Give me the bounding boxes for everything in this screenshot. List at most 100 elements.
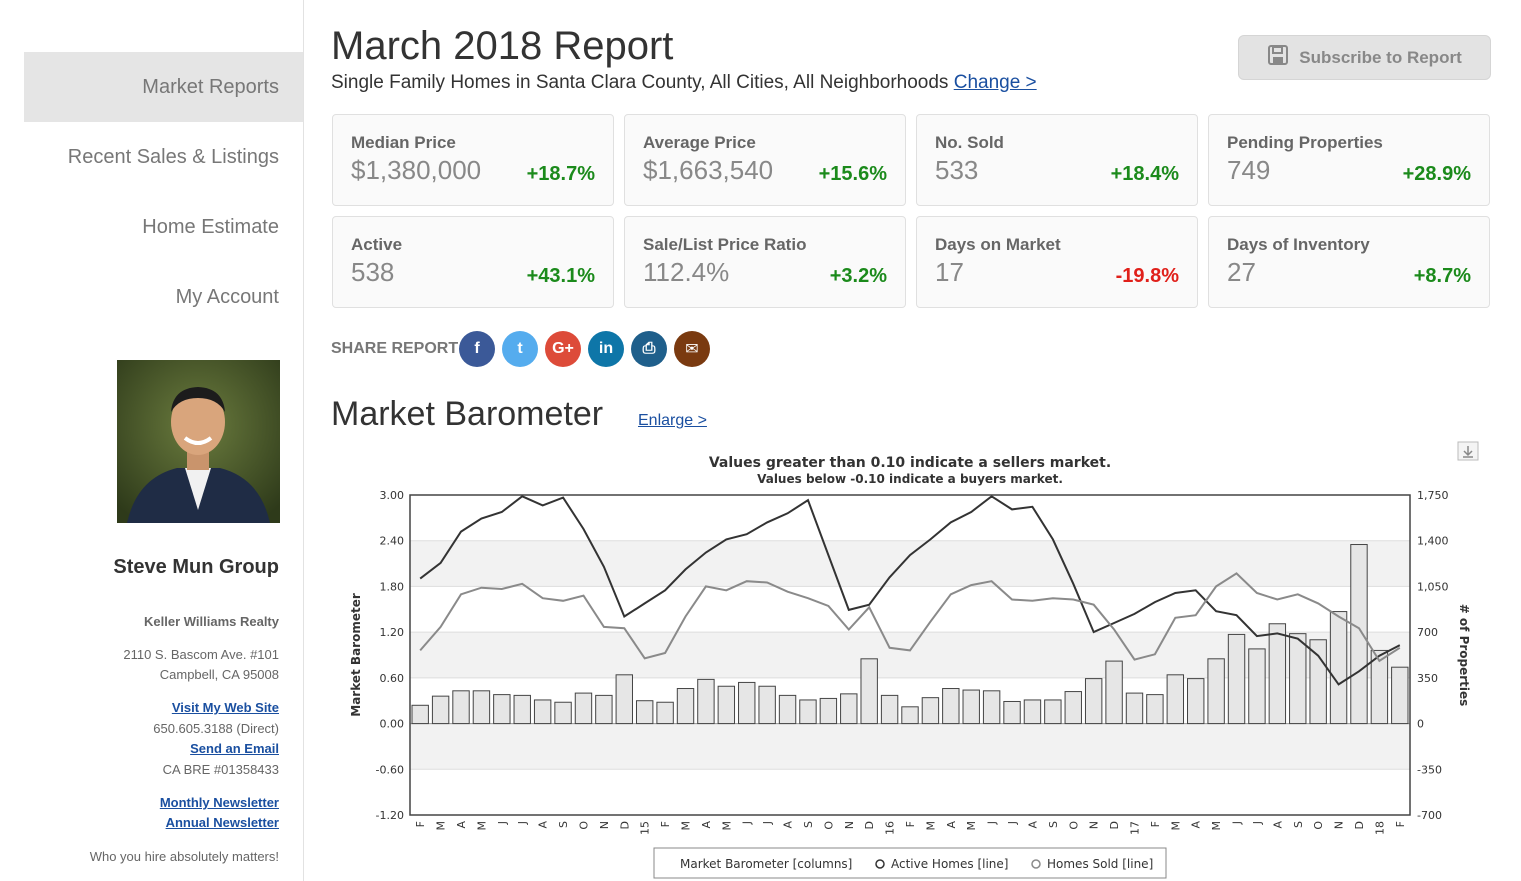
legend-box [653, 847, 1167, 879]
website-link[interactable]: Visit My Web Site [171, 700, 279, 715]
subscribe-label: Subscribe to Report [1299, 47, 1462, 67]
x-tick-label: J [496, 821, 509, 825]
bar [880, 694, 899, 725]
bar [595, 694, 613, 725]
linkedin-share-icon[interactable]: in [588, 331, 624, 367]
bar [1227, 633, 1246, 725]
x-tick-label: F [904, 821, 917, 827]
subscribe-button[interactable]: Subscribe to Report [1238, 35, 1491, 80]
print-share-icon[interactable]: ⎙ [631, 331, 667, 367]
x-tick-label: J [516, 821, 529, 825]
nav-home-estimate[interactable]: Home Estimate [142, 216, 279, 238]
annual-newsletter-link[interactable]: Annual Newsletter [165, 815, 279, 830]
stat-change: +8.7% [1413, 265, 1471, 287]
bar [738, 681, 756, 725]
legend-item-sold: Homes Sold [line] [1047, 857, 1153, 871]
google-plus-share-icon[interactable]: G+ [545, 331, 581, 367]
y2-axis-title: # of Properties [1457, 604, 1471, 707]
y-tick-label: 1.20 [380, 626, 405, 639]
sidebar: Market Reports Recent Sales & Listings H… [0, 0, 304, 881]
x-tick-label: M [965, 821, 978, 831]
y-tick-label: 2.40 [380, 535, 405, 548]
stat-value: 533 [935, 155, 979, 185]
x-tick-label: N [598, 821, 611, 829]
page-title: March 2018 Report [331, 24, 674, 68]
stat-value: 538 [351, 257, 395, 287]
monthly-newsletter-link[interactable]: Monthly Newsletter [159, 795, 279, 810]
nav-my-account[interactable]: My Account [175, 286, 279, 308]
x-tick-label: F [414, 821, 427, 827]
bar [778, 694, 797, 725]
stat-change: +18.7% [526, 163, 595, 185]
bar [1084, 678, 1103, 725]
download-icon-arrow [1463, 446, 1473, 458]
nav-recent-sales-listings[interactable]: Recent Sales & Listings [67, 146, 279, 168]
stat-card: Pending Properties 749 +28.9% [1208, 114, 1490, 206]
bar [574, 692, 593, 725]
bar [615, 674, 633, 725]
y-tick-label: 0.00 [380, 718, 405, 731]
x-tick-label: M [475, 821, 488, 831]
bar [1309, 639, 1327, 725]
agent-photo [117, 360, 280, 523]
x-tick-label: O [822, 821, 835, 830]
stat-card: Sale/List Price Ratio 112.4% +3.2% [624, 216, 906, 308]
x-tick-label: J [1251, 821, 1264, 825]
change-link[interactable]: Change > [953, 72, 1037, 93]
y-axis-title: Market Barometer [349, 593, 363, 717]
bar [1166, 674, 1185, 725]
stat-change: +15.6% [818, 163, 887, 185]
stat-label: Median Price [351, 133, 456, 152]
bar [676, 688, 695, 725]
bar [493, 694, 511, 725]
x-tick-label: M [720, 821, 733, 831]
bar [758, 685, 776, 725]
x-tick-label: A [1190, 821, 1203, 829]
email-link[interactable]: Send an Email [190, 741, 279, 756]
stat-value: 27 [1227, 257, 1256, 287]
tagline: Who you hire absolutely matters! [89, 849, 279, 864]
email-share-icon[interactable]: ✉ [674, 331, 710, 367]
x-tick-label: O [1312, 821, 1325, 830]
bar [1329, 611, 1348, 725]
x-tick-label: D [1353, 821, 1366, 829]
x-tick-label: J [986, 821, 999, 825]
bar [533, 699, 552, 725]
legend-item-barometer: Market Barometer [columns] [680, 857, 852, 871]
legend-marker-sold [1031, 859, 1041, 869]
enlarge-link[interactable]: Enlarge > [638, 412, 707, 429]
stat-value: 112.4% [643, 257, 730, 287]
stat-value: 17 [935, 257, 964, 287]
barometer-title: Market Barometer [331, 395, 604, 433]
x-tick-label: 18 [1373, 821, 1386, 835]
bar [1289, 633, 1307, 725]
facebook-share-icon[interactable]: f [459, 331, 495, 367]
nav-market-reports[interactable]: Market Reports [24, 52, 303, 122]
y2-tick-label: 700 [1417, 626, 1438, 639]
report-scope: Single Family Homes in Santa Clara Count… [331, 72, 949, 93]
y2-tick-label: 1,750 [1417, 489, 1449, 502]
stat-change: +18.4% [1110, 163, 1179, 185]
agent-name: Steve Mun Group [113, 556, 279, 578]
x-tick-label: D [618, 821, 631, 829]
bar [799, 699, 817, 725]
license: CA BRE #01358433 [162, 762, 279, 777]
twitter-share-icon[interactable]: t [502, 331, 538, 367]
stat-label: Days on Market [935, 235, 1061, 254]
x-tick-label: M [680, 821, 693, 831]
stat-label: Sale/List Price Ratio [643, 235, 807, 254]
x-tick-label: S [1047, 821, 1060, 828]
stat-change: +43.1% [526, 265, 595, 287]
x-tick-label: F [1149, 821, 1162, 827]
x-tick-label: O [577, 821, 590, 830]
x-tick-label: S [1292, 821, 1305, 828]
stat-card: Median Price $1,380,000 +18.7% [332, 114, 614, 206]
stat-card: Days of Inventory 27 +8.7% [1208, 216, 1490, 308]
x-tick-label: D [863, 821, 876, 829]
x-tick-label: M [1210, 821, 1223, 831]
bar [942, 688, 960, 725]
x-tick-label: 17 [1128, 821, 1141, 835]
brokerage: Keller Williams Realty [144, 614, 279, 629]
x-tick-label: N [843, 821, 856, 829]
bar [921, 697, 940, 725]
